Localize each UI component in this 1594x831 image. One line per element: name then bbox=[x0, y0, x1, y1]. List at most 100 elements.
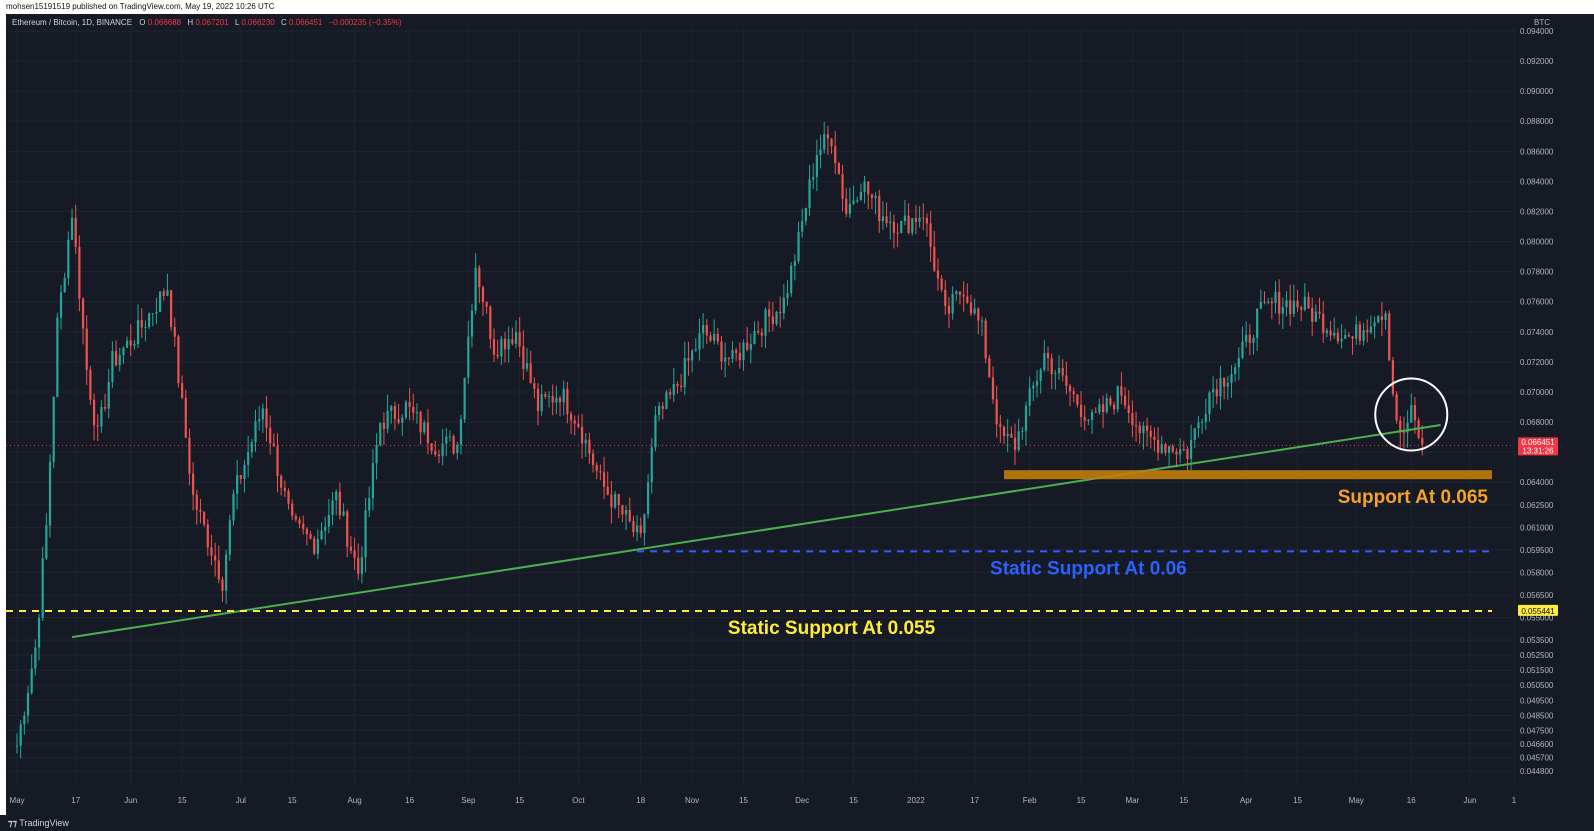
candle-body bbox=[1182, 449, 1185, 451]
candle-body bbox=[404, 402, 408, 418]
candle-body bbox=[646, 482, 650, 515]
candle-body bbox=[958, 291, 962, 295]
candle-body bbox=[584, 439, 587, 444]
candle bbox=[856, 196, 859, 204]
candle-body bbox=[206, 524, 209, 548]
candle bbox=[1094, 407, 1097, 413]
candle-body bbox=[874, 195, 877, 199]
candle bbox=[1333, 317, 1336, 339]
candle-body bbox=[1138, 425, 1141, 434]
candle-body bbox=[580, 426, 584, 444]
candle bbox=[735, 347, 738, 361]
candle bbox=[1013, 423, 1017, 466]
candle bbox=[228, 514, 231, 561]
candle bbox=[1079, 391, 1083, 427]
candle bbox=[782, 284, 785, 320]
candle-body bbox=[1421, 438, 1424, 445]
candle bbox=[617, 493, 620, 519]
candle-body bbox=[907, 215, 910, 233]
candle bbox=[401, 413, 404, 436]
candle-body bbox=[15, 745, 19, 747]
candle bbox=[1329, 320, 1332, 341]
candle bbox=[269, 415, 272, 455]
candle bbox=[1311, 297, 1314, 337]
candle bbox=[610, 481, 613, 524]
candle-body bbox=[892, 221, 896, 233]
candle bbox=[863, 175, 866, 204]
candle-body bbox=[470, 310, 474, 337]
y-tick-label: 0.068000 bbox=[1520, 418, 1554, 427]
candle bbox=[536, 383, 540, 426]
candle bbox=[426, 409, 430, 455]
candle-body bbox=[918, 217, 921, 222]
candle bbox=[78, 235, 81, 312]
candle bbox=[1190, 424, 1193, 470]
candle-body bbox=[643, 514, 646, 534]
candle-body bbox=[364, 510, 367, 558]
candle-body bbox=[103, 406, 107, 409]
x-tick-label: Aug bbox=[347, 796, 361, 805]
candle-body bbox=[485, 302, 488, 307]
candle-body bbox=[694, 349, 697, 351]
candle-body bbox=[837, 163, 840, 175]
candle-body bbox=[1006, 433, 1009, 437]
candle bbox=[1120, 372, 1123, 405]
candle-body bbox=[1061, 367, 1064, 376]
candle bbox=[760, 328, 763, 348]
candle bbox=[419, 410, 422, 445]
candle bbox=[272, 433, 275, 447]
candle bbox=[1142, 421, 1145, 450]
candle bbox=[881, 201, 885, 230]
candle-body bbox=[1336, 332, 1339, 342]
candle-body bbox=[1190, 440, 1193, 459]
candle-body bbox=[713, 333, 716, 341]
candle bbox=[955, 290, 958, 301]
candle-body bbox=[151, 313, 154, 315]
candle bbox=[430, 443, 433, 455]
candle bbox=[529, 350, 532, 384]
candle-body bbox=[437, 454, 441, 457]
y-tick-label: 0.084000 bbox=[1520, 177, 1554, 186]
candle-body bbox=[991, 377, 995, 400]
candle bbox=[606, 471, 609, 496]
candle bbox=[599, 464, 602, 481]
candle bbox=[470, 304, 474, 348]
candle-body bbox=[1245, 334, 1248, 342]
candle-body bbox=[1230, 374, 1233, 384]
candle bbox=[749, 333, 752, 364]
candle bbox=[859, 183, 863, 201]
candle-body bbox=[467, 336, 470, 378]
y-tick-label: 0.062500 bbox=[1520, 501, 1554, 510]
chart-area[interactable]: Support At 0.065 Static Support At 0.06 St… bbox=[6, 14, 1594, 815]
x-tick-label: 2022 bbox=[907, 796, 925, 805]
candle bbox=[1241, 326, 1244, 360]
candle-body bbox=[830, 138, 833, 147]
price-chart[interactable]: Support At 0.065 Static Support At 0.06 St… bbox=[6, 14, 1594, 815]
candle bbox=[1138, 421, 1141, 444]
candle bbox=[661, 401, 664, 420]
candle-body bbox=[966, 296, 969, 303]
candle-body bbox=[1120, 386, 1123, 396]
candle-body bbox=[1355, 324, 1358, 339]
candle bbox=[1410, 393, 1413, 424]
candle bbox=[834, 130, 837, 175]
candle-body bbox=[210, 547, 213, 556]
y-tick-label: 0.074000 bbox=[1520, 328, 1554, 337]
candle-body bbox=[672, 384, 675, 395]
candle-body bbox=[1366, 330, 1369, 333]
candle-body bbox=[474, 267, 477, 311]
y-tick-label: 0.047500 bbox=[1520, 726, 1554, 735]
candle bbox=[448, 430, 452, 442]
candle-body bbox=[159, 291, 162, 312]
candle-body bbox=[1094, 411, 1097, 413]
candle bbox=[118, 347, 121, 372]
candle-body bbox=[826, 134, 829, 139]
candle bbox=[683, 341, 686, 396]
candle bbox=[621, 504, 624, 523]
candle bbox=[1351, 335, 1354, 355]
candle-body bbox=[258, 419, 261, 422]
candle-body bbox=[790, 265, 793, 294]
candle-body bbox=[1057, 367, 1061, 374]
candle bbox=[173, 317, 176, 347]
